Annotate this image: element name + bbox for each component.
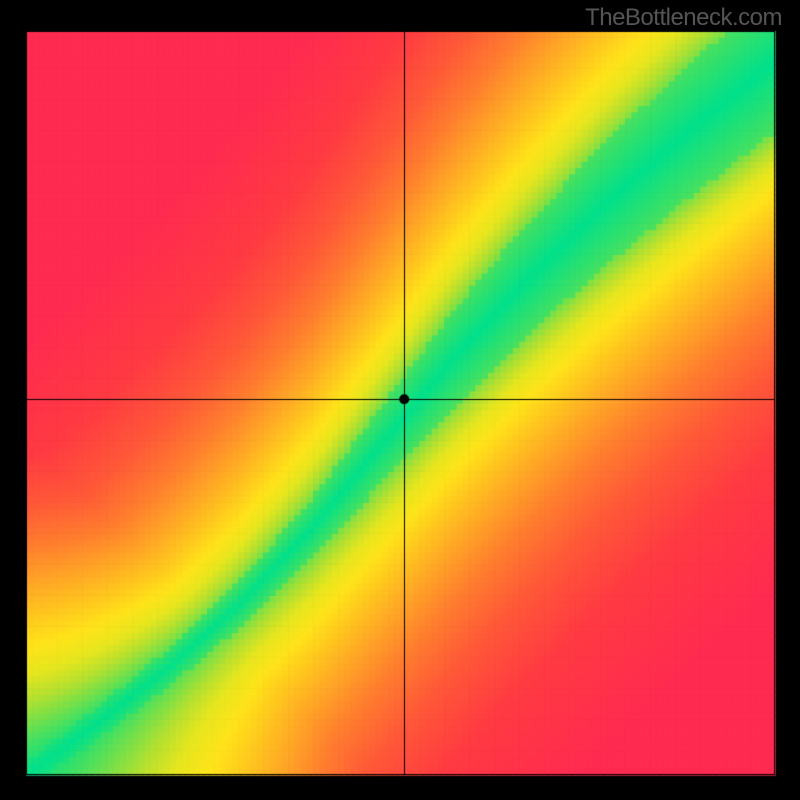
watermark-text: TheBottleneck.com xyxy=(585,4,782,32)
heatmap-chart xyxy=(0,0,800,800)
